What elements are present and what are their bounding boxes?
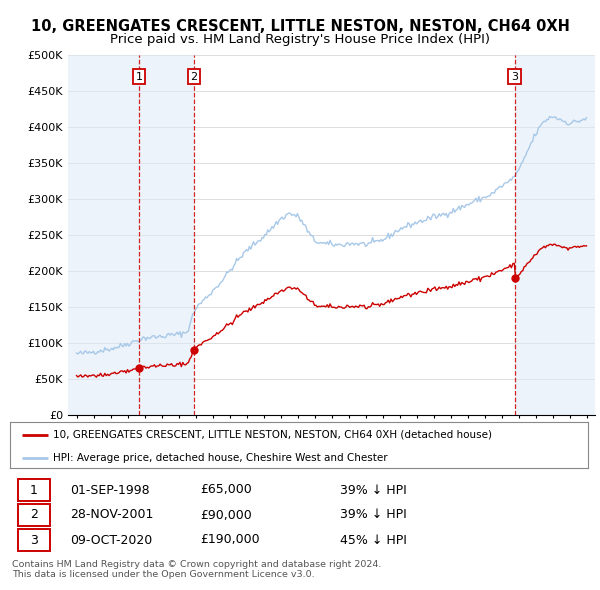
Text: 39% ↓ HPI: 39% ↓ HPI [340, 483, 407, 497]
Text: £190,000: £190,000 [200, 533, 260, 546]
Text: 2: 2 [30, 509, 38, 522]
Text: 39% ↓ HPI: 39% ↓ HPI [340, 509, 407, 522]
Text: 09-OCT-2020: 09-OCT-2020 [70, 533, 152, 546]
Text: 01-SEP-1998: 01-SEP-1998 [70, 483, 149, 497]
Text: 3: 3 [30, 533, 38, 546]
Text: 28-NOV-2001: 28-NOV-2001 [70, 509, 154, 522]
Bar [139, 55, 194, 415]
Text: 10, GREENGATES CRESCENT, LITTLE NESTON, NESTON, CH64 0XH (detached house): 10, GREENGATES CRESCENT, LITTLE NESTON, … [53, 430, 493, 440]
Text: 2: 2 [190, 71, 197, 81]
Text: 45% ↓ HPI: 45% ↓ HPI [340, 533, 407, 546]
Text: 1: 1 [136, 71, 142, 81]
Text: Price paid vs. HM Land Registry's House Price Index (HPI): Price paid vs. HM Land Registry's House … [110, 33, 490, 46]
Bar [68, 55, 139, 415]
Text: 10, GREENGATES CRESCENT, LITTLE NESTON, NESTON, CH64 0XH: 10, GREENGATES CRESCENT, LITTLE NESTON, … [31, 19, 569, 34]
Text: Contains HM Land Registry data © Crown copyright and database right 2024.
This d: Contains HM Land Registry data © Crown c… [12, 560, 382, 579]
Text: 1: 1 [30, 483, 38, 497]
Text: £90,000: £90,000 [200, 509, 252, 522]
Text: HPI: Average price, detached house, Cheshire West and Chester: HPI: Average price, detached house, Ches… [53, 453, 388, 463]
Text: 3: 3 [511, 71, 518, 81]
Text: £65,000: £65,000 [200, 483, 252, 497]
Bar [515, 55, 595, 415]
